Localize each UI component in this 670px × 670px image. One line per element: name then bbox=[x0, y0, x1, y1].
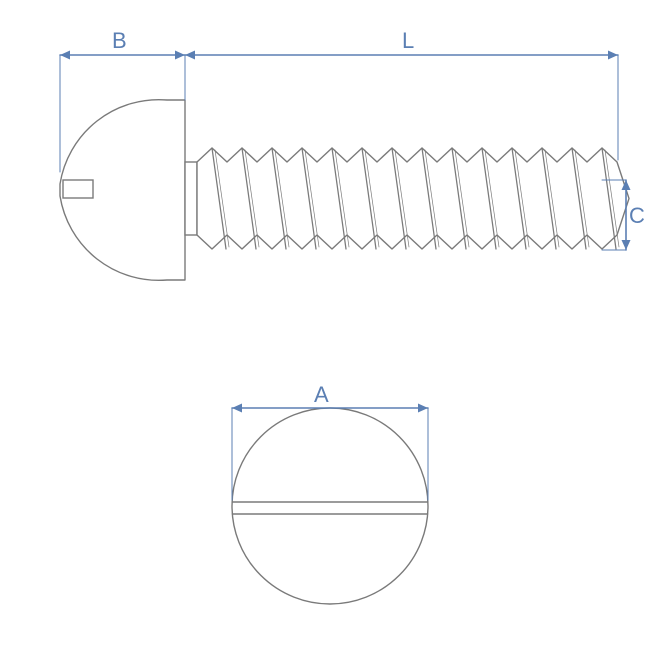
dim-label-L: L bbox=[402, 28, 414, 54]
dim-label-A: A bbox=[314, 382, 329, 408]
diagram-canvas: B L C A bbox=[0, 0, 670, 670]
dim-label-C: C bbox=[629, 203, 645, 229]
dim-label-B: B bbox=[112, 28, 127, 54]
drawing-svg bbox=[0, 0, 670, 670]
